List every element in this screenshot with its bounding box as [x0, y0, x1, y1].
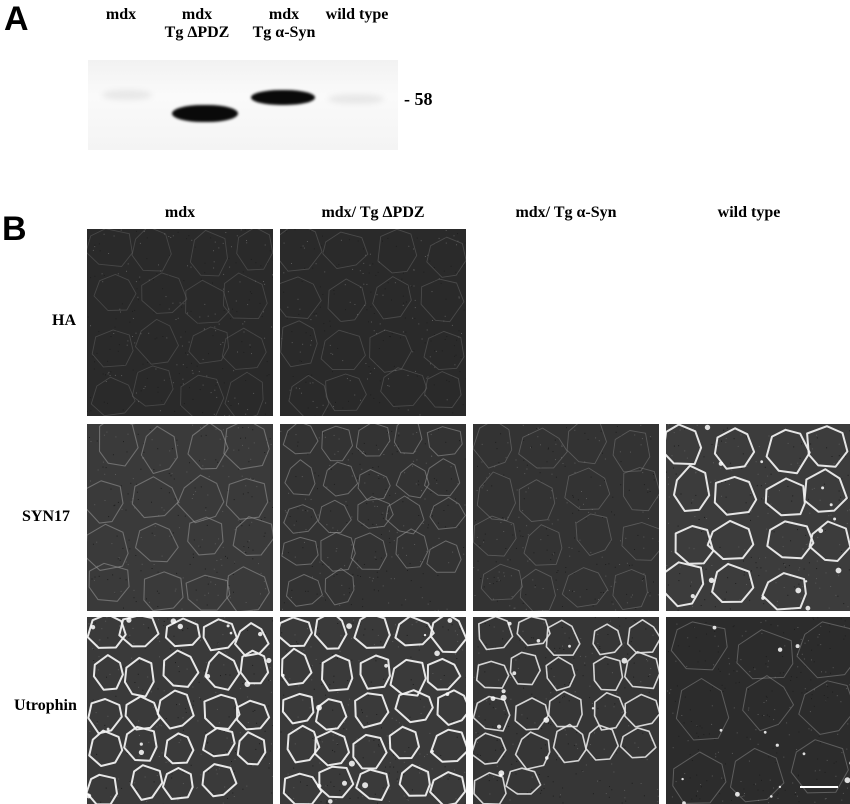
column-label-mdx: mdx — [87, 204, 273, 222]
molecular-weight-marker: - 58 — [404, 90, 433, 108]
lane-label-4: wild type — [302, 6, 412, 24]
blot-band-tg-dpdz — [172, 105, 238, 122]
micrograph-row3-col3 — [473, 617, 659, 804]
lane-label-3-line2: Tg α-Syn — [229, 24, 339, 42]
micrograph-row3-col4 — [666, 617, 850, 804]
micrograph-row2-col4 — [666, 424, 850, 611]
micrograph-row2-col1 — [87, 424, 273, 611]
blot-band-tg-asyn — [251, 90, 315, 105]
micrograph-row3-col2 — [280, 617, 466, 804]
micrograph-row2-col3 — [473, 424, 659, 611]
western-blot — [88, 60, 398, 150]
row-label-ha: HA — [52, 312, 76, 330]
column-label-tg-asyn: mdx/ Tg α-Syn — [473, 204, 659, 222]
micrograph-row3-col1 — [87, 617, 273, 804]
micrograph-row2-col2 — [280, 424, 466, 611]
row-label-utrophin: Utrophin — [14, 697, 77, 715]
row-label-syn17: SYN17 — [22, 508, 70, 526]
panel-a-letter: A — [4, 2, 29, 36]
micrograph-row1-col2 — [280, 229, 466, 416]
blot-band-wild-type — [328, 94, 384, 104]
column-label-wild-type: wild type — [656, 204, 842, 222]
lane-label-4-line2: wild type — [302, 6, 412, 24]
panel-b-letter: B — [2, 212, 27, 246]
column-label-tg-dpdz: mdx/ Tg ΔPDZ — [280, 204, 466, 222]
blot-band-mdx — [102, 90, 152, 100]
micrograph-row1-col1 — [87, 229, 273, 416]
